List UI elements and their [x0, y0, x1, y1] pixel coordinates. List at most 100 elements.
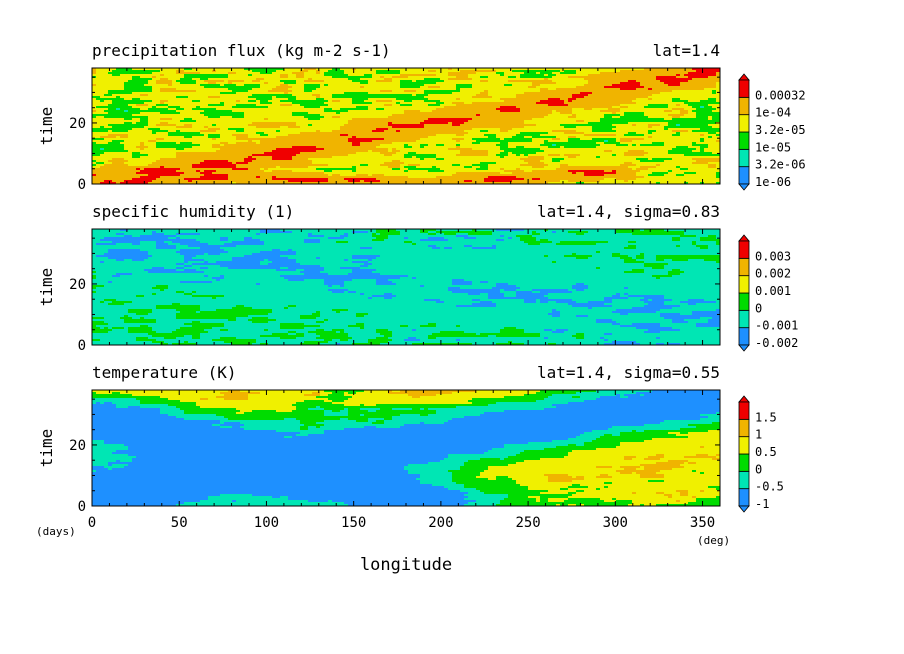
field-cell	[452, 164, 460, 166]
field-cell	[132, 394, 224, 396]
field-cell	[400, 130, 464, 132]
field-cell	[204, 160, 228, 162]
field-cell	[620, 142, 652, 144]
field-cell	[388, 235, 456, 237]
field-cell	[156, 124, 176, 126]
field-cell	[480, 76, 488, 78]
field-cell	[644, 255, 656, 257]
field-cell	[536, 301, 540, 303]
field-cell	[296, 269, 304, 271]
field-cell	[160, 118, 172, 120]
field-cell	[684, 456, 716, 458]
field-cell	[176, 235, 308, 237]
field-cell	[200, 311, 272, 313]
panel-title: specific humidity (1)	[92, 202, 294, 221]
field-cell	[124, 88, 152, 90]
field-cell	[324, 321, 596, 323]
field-cell	[636, 241, 692, 243]
field-cell	[412, 329, 416, 331]
field-cell	[148, 118, 160, 120]
field-cell	[116, 450, 488, 452]
field-cell	[328, 341, 368, 343]
field-cell	[512, 152, 536, 154]
field-cell	[316, 257, 320, 259]
field-cell	[696, 235, 708, 237]
field-cell	[180, 174, 204, 176]
field-cell	[200, 398, 208, 400]
field-cell	[152, 162, 200, 164]
field-cell	[404, 90, 416, 92]
field-cell	[472, 84, 504, 86]
field-cell	[92, 180, 104, 182]
field-cell	[516, 106, 612, 108]
field-cell	[460, 466, 488, 468]
field-cell	[276, 136, 352, 138]
field-cell	[464, 237, 476, 239]
field-cell	[340, 418, 348, 420]
field-cell	[516, 293, 548, 295]
field-cell	[200, 176, 228, 178]
field-cell	[548, 114, 572, 116]
field-cell	[628, 287, 720, 289]
field-cell	[180, 400, 304, 402]
field-cell	[600, 498, 612, 500]
field-cell	[92, 277, 96, 279]
field-cell	[388, 150, 392, 152]
field-cell	[92, 442, 104, 444]
field-cell	[660, 470, 692, 472]
field-cell	[104, 100, 112, 102]
field-cell	[588, 315, 660, 317]
field-cell	[560, 504, 568, 506]
field-cell	[92, 152, 104, 154]
field-cell	[364, 404, 376, 406]
field-cell	[140, 98, 256, 100]
field-cell	[132, 301, 436, 303]
field-cell	[164, 138, 212, 140]
field-cell	[540, 335, 572, 337]
field-cell	[620, 110, 664, 112]
field-cell	[388, 237, 404, 239]
field-cell	[420, 396, 504, 398]
field-cell	[320, 426, 364, 428]
field-cell	[444, 158, 520, 160]
field-cell	[92, 112, 108, 114]
field-cell	[92, 484, 432, 486]
field-cell	[640, 343, 656, 345]
field-cell	[112, 402, 140, 404]
field-cell	[104, 299, 116, 301]
field-cell	[228, 178, 272, 180]
field-cell	[128, 446, 504, 448]
field-cell	[220, 96, 248, 98]
field-cell	[228, 390, 240, 392]
field-cell	[556, 309, 616, 311]
field-cell	[620, 114, 624, 116]
field-cell	[176, 337, 192, 339]
field-cell	[624, 247, 636, 249]
field-cell	[200, 233, 256, 235]
field-cell	[672, 108, 684, 110]
field-cell	[664, 474, 720, 476]
field-cell	[636, 327, 672, 329]
field-cell	[472, 148, 500, 150]
field-cell	[688, 100, 700, 102]
field-cell	[220, 237, 228, 239]
field-cell	[152, 327, 180, 329]
field-cell	[244, 80, 252, 82]
field-cell	[616, 112, 624, 114]
field-cell	[632, 168, 636, 170]
field-cell	[652, 132, 676, 134]
field-cell	[228, 251, 260, 253]
field-cell	[400, 82, 436, 84]
field-cell	[656, 76, 676, 78]
field-cell	[572, 494, 664, 496]
field-cell	[368, 231, 376, 233]
field-cell	[620, 442, 720, 444]
field-cell	[516, 285, 572, 287]
field-cell	[664, 265, 720, 267]
field-cell	[568, 104, 620, 106]
field-cell	[560, 72, 576, 74]
field-cell	[576, 504, 580, 506]
field-cell	[680, 492, 688, 494]
field-cell	[472, 128, 500, 130]
field-cell	[192, 100, 200, 102]
